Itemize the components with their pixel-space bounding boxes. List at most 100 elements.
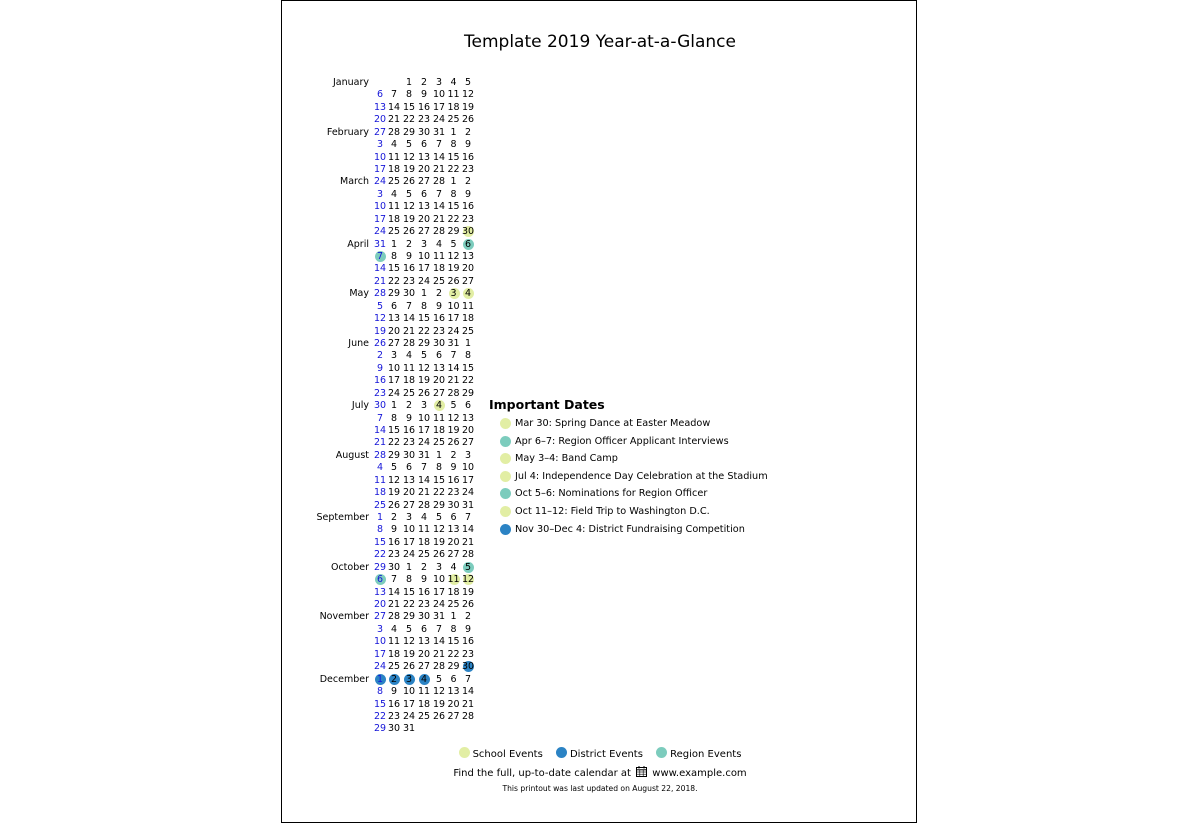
day-number: 11 [387,636,401,648]
day-number: 5 [405,623,413,635]
legend-label-district: District Events [569,749,643,760]
calendar-day: 22 [461,375,475,387]
day-number: 23 [447,487,460,499]
calendar-icon [636,766,648,782]
calendar-day: 31 [402,723,416,735]
month-label: May [349,288,369,300]
calendar-day: 11 [432,413,446,425]
calendar-day: 6 [461,400,475,412]
day-number: 3 [450,288,457,300]
calendar-day: 7 [387,574,401,586]
day-number: 7 [405,300,413,312]
calendar-day: 12 [417,363,431,375]
day-number: 16 [461,201,475,213]
calendar-day: 3 [432,77,446,89]
day-number: 18 [387,648,401,660]
day-number: 20 [461,425,475,437]
calendar-week: August 28 29 30 31 1 2 3 [282,450,502,462]
day-number: 21 [387,599,401,611]
calendar-day: 4 [417,512,431,524]
calendar-day: 26 [432,711,446,723]
calendar-day: 5 [373,301,387,313]
day-number: 9 [464,188,472,200]
day-number: 21 [387,114,401,126]
day-number: 8 [450,188,457,200]
calendar-day: 27 [432,388,446,400]
calendar-day: 22 [417,326,431,338]
calendar-day: 7 [432,624,446,636]
day-number: 24 [373,226,387,238]
day-number: 7 [435,139,443,151]
calendar-day: 28 [387,127,401,139]
day-number: 14 [387,101,401,113]
day-number: 20 [461,263,475,275]
calendar-day: 14 [461,524,475,536]
day-number: 23 [387,710,401,722]
month-label: March [340,176,369,188]
day-number: 6 [420,623,428,635]
calendar-day: 18 [373,487,387,499]
calendar-day: 9 [387,686,401,698]
calendar-day: 2 [432,288,446,300]
district-event-dot-icon [389,673,400,685]
day-number: 14 [461,686,475,698]
calendar-day: 14 [373,263,387,275]
day-number: 24 [432,114,446,126]
day-number: 20 [417,164,431,175]
calendar-day: 26 [432,549,446,561]
day-number: 11 [417,686,431,698]
day-number: 20 [402,487,416,499]
calendar-day: 26 [387,500,401,512]
calendar-day: 26 [402,661,416,673]
day-number: 30 [461,226,475,238]
calendar-week: September 1 2 3 4 5 6 7 [282,512,502,524]
day-number: 6 [405,462,413,474]
important-date-text: Apr 6–7: Region Officer Applicant Interv… [515,435,729,447]
day-number: 24 [461,487,475,499]
day-number: 5 [450,238,457,250]
calendar-day: 26 [447,276,461,288]
calendar-day: 6 [447,512,461,524]
calendar-day: 25 [373,500,387,512]
calendar-day: 16 [461,636,475,648]
calendar-day: 29 [417,338,431,350]
day-number: 17 [447,313,460,325]
day-number: 1 [450,611,457,623]
day-number: 27 [373,611,387,623]
day-number: 2 [376,350,384,362]
calendar-day: 27 [417,176,431,188]
calendar-week: March 24 25 26 27 28 1 2 [282,176,502,188]
day-number: 31 [461,499,475,511]
calendar-day: 27 [417,661,431,673]
day-number: 15 [387,425,401,437]
calendar-week: 17 18 19 20 21 22 23 [282,649,502,661]
important-date-text: Oct 5–6: Nominations for Region Officer [515,488,708,500]
district-event-dot-icon [419,673,430,685]
calendar-day: 9 [417,574,431,586]
day-number: 4 [376,462,384,474]
day-number: 29 [417,338,431,350]
day-number: 1 [376,512,384,524]
calendar-day: 1 [417,288,431,300]
day-number: 29 [402,611,416,623]
day-number: 8 [390,251,398,263]
calendar-day: 6 [387,301,401,313]
day-number: 18 [373,487,387,499]
calendar-day: 28 [373,450,387,462]
day-number: 16 [387,536,401,548]
calendar-day: 6 [402,462,416,474]
calendar-day: 22 [387,437,401,449]
calendar-day: 15 [461,363,475,375]
footer-url-link[interactable]: www.example.com [652,768,747,779]
day-number: 18 [417,698,431,710]
calendar-day: 5 [402,139,416,151]
important-date-item: May 3–4: Band Camp [489,451,768,469]
day-number: 12 [447,412,460,424]
day-number: 24 [417,275,431,287]
day-number: 31 [417,449,431,461]
calendar-day: 18 [447,102,461,114]
calendar-day: 17 [432,587,446,599]
day-number: 4 [420,673,428,685]
calendar-day: 6 [417,624,431,636]
